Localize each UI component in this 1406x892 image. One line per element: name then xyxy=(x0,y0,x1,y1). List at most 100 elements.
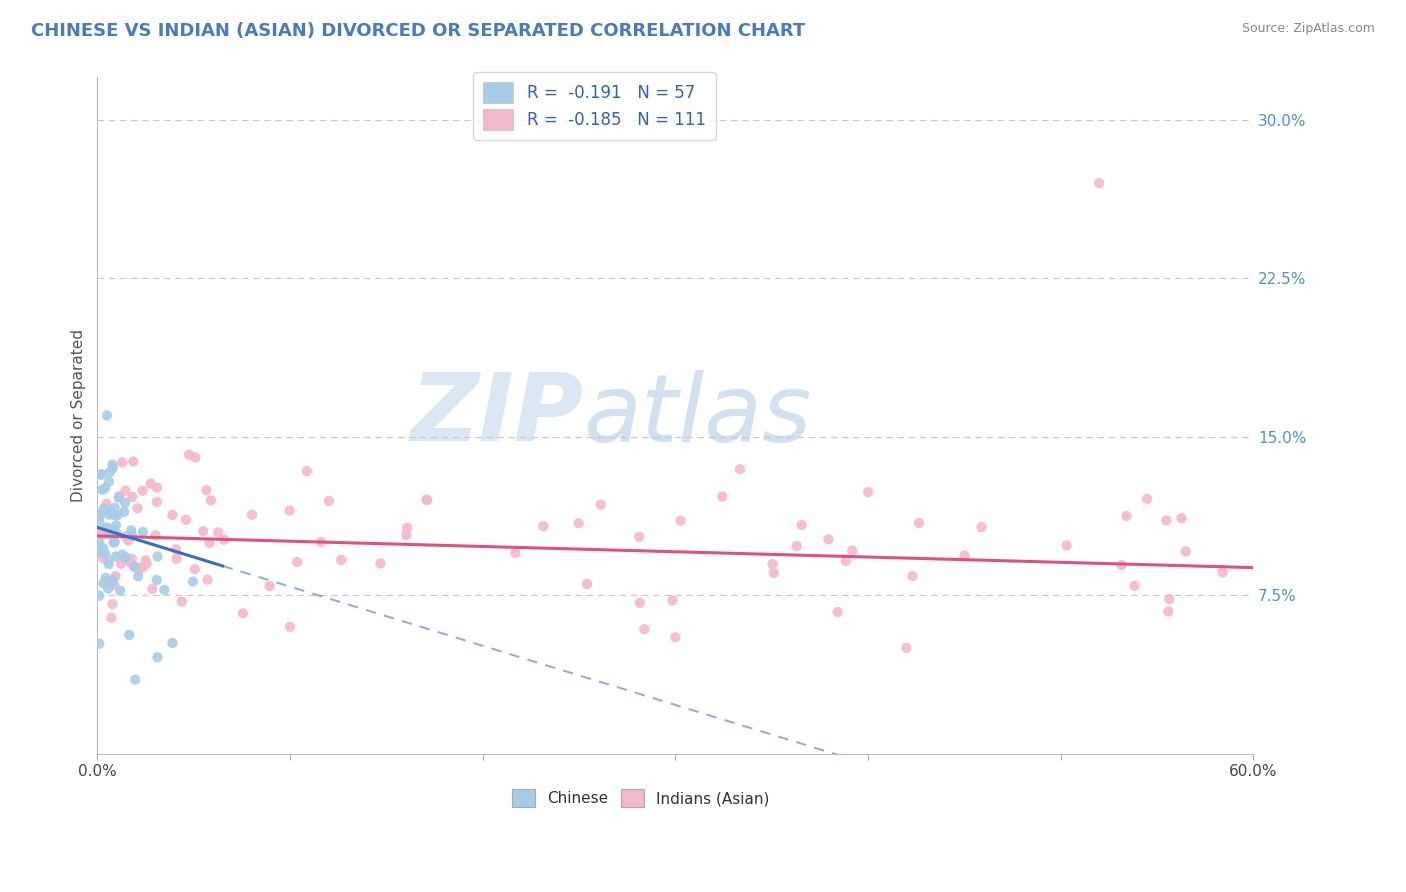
Point xyxy=(135,553,157,567)
Point xyxy=(111,548,134,562)
Point xyxy=(827,605,849,619)
Point xyxy=(761,557,783,571)
Point xyxy=(118,628,141,642)
Point xyxy=(114,483,136,498)
Point xyxy=(415,492,437,507)
Point xyxy=(89,515,111,529)
Point xyxy=(259,579,281,593)
Point xyxy=(132,524,155,539)
Point xyxy=(177,448,200,462)
Point xyxy=(107,491,129,505)
Point xyxy=(633,622,655,636)
Point xyxy=(285,555,308,569)
Point xyxy=(89,637,111,651)
Point xyxy=(817,533,839,547)
Point xyxy=(628,530,651,544)
Point xyxy=(124,673,146,687)
Point xyxy=(114,551,136,566)
Point xyxy=(91,541,114,556)
Point xyxy=(97,508,120,522)
Point xyxy=(1136,491,1159,506)
Point xyxy=(93,528,115,542)
Point xyxy=(790,518,813,533)
Point xyxy=(1088,176,1111,190)
Point xyxy=(100,576,122,591)
Point xyxy=(94,481,117,495)
Point xyxy=(162,636,184,650)
Point xyxy=(139,476,162,491)
Point xyxy=(896,640,918,655)
Point xyxy=(121,528,143,542)
Point xyxy=(1115,508,1137,523)
Point xyxy=(198,536,221,550)
Point xyxy=(396,521,419,535)
Point xyxy=(89,545,111,559)
Point xyxy=(89,509,111,524)
Point xyxy=(127,569,149,583)
Point xyxy=(117,533,139,548)
Point xyxy=(195,483,218,498)
Point xyxy=(103,535,125,549)
Point xyxy=(120,556,142,570)
Point xyxy=(165,542,187,557)
Point xyxy=(124,560,146,574)
Point xyxy=(531,519,554,533)
Point xyxy=(295,464,318,478)
Point xyxy=(89,589,111,603)
Point xyxy=(728,462,751,476)
Point xyxy=(100,503,122,517)
Point xyxy=(193,524,215,538)
Point xyxy=(128,563,150,577)
Point xyxy=(309,535,332,549)
Point xyxy=(90,467,112,482)
Point xyxy=(108,489,131,503)
Point xyxy=(330,553,353,567)
Point xyxy=(856,485,879,500)
Point xyxy=(114,496,136,510)
Point xyxy=(96,409,118,423)
Point xyxy=(105,508,128,523)
Point xyxy=(141,582,163,596)
Point xyxy=(661,593,683,607)
Point xyxy=(1159,592,1181,607)
Point xyxy=(94,547,117,561)
Point xyxy=(131,483,153,498)
Point xyxy=(103,507,125,521)
Point xyxy=(318,494,340,508)
Point xyxy=(104,569,127,583)
Point xyxy=(628,596,651,610)
Point xyxy=(93,576,115,591)
Point xyxy=(122,559,145,574)
Y-axis label: Divorced or Separated: Divorced or Separated xyxy=(72,329,86,502)
Point xyxy=(197,573,219,587)
Point xyxy=(98,475,121,489)
Point xyxy=(135,557,157,571)
Point xyxy=(589,498,612,512)
Point xyxy=(97,557,120,571)
Point xyxy=(112,505,135,519)
Point xyxy=(100,527,122,541)
Text: ZIP: ZIP xyxy=(411,369,583,461)
Point xyxy=(97,582,120,596)
Point xyxy=(110,583,132,598)
Point xyxy=(711,490,734,504)
Point xyxy=(121,490,143,504)
Point xyxy=(91,483,114,497)
Point xyxy=(89,508,111,522)
Point xyxy=(100,611,122,625)
Point xyxy=(146,495,169,509)
Point xyxy=(841,543,863,558)
Point xyxy=(207,525,229,540)
Point xyxy=(89,535,111,549)
Point xyxy=(568,516,591,531)
Point xyxy=(90,527,112,541)
Point xyxy=(835,554,858,568)
Point xyxy=(970,520,993,534)
Point xyxy=(416,493,439,508)
Point xyxy=(96,497,118,511)
Point xyxy=(901,569,924,583)
Point xyxy=(101,461,124,475)
Point xyxy=(908,516,931,530)
Point xyxy=(278,503,301,517)
Point xyxy=(98,466,121,480)
